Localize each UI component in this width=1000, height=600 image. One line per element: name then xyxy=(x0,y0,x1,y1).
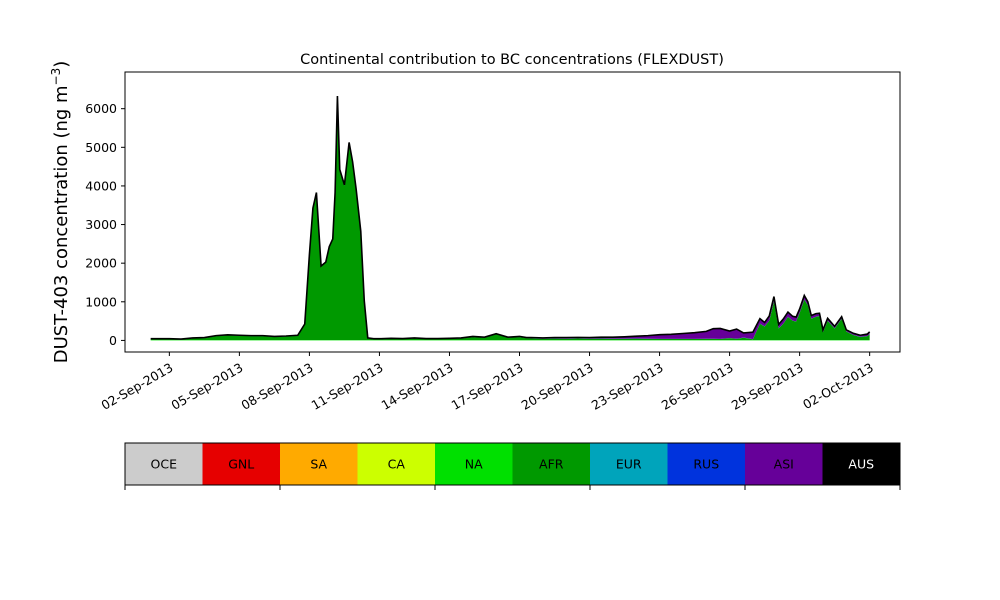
colorbar-swatch-na xyxy=(435,443,513,485)
axes-frame xyxy=(124,71,901,353)
colorbar-swatch-gnl xyxy=(202,443,281,485)
y-tick-label: 1000 xyxy=(85,294,117,309)
colorbar-swatch-aus xyxy=(822,443,901,485)
colorbar-frame xyxy=(124,442,901,486)
x-tick-label: 11-Sep-2013 xyxy=(309,360,386,413)
x-tick-label: 29-Sep-2013 xyxy=(729,360,806,413)
x-tick-label: 20-Sep-2013 xyxy=(519,360,596,413)
colorbar-label: AUS xyxy=(848,457,874,472)
y-tick-label: 6000 xyxy=(85,101,117,116)
chart-title: Continental contribution to BC concentra… xyxy=(300,52,724,68)
area-asi xyxy=(150,96,870,340)
area-eur xyxy=(150,96,870,340)
colorbar-swatch-sa xyxy=(280,443,358,485)
colorbar-label: GNL xyxy=(228,457,254,472)
colorbar-label: NA xyxy=(465,457,483,472)
area-rus xyxy=(150,96,870,340)
total-outline xyxy=(150,96,871,340)
colorbar-swatch-oce xyxy=(125,443,203,485)
colorbar-label: CA xyxy=(388,457,406,472)
y-tick-label: 4000 xyxy=(85,178,117,193)
area-afr xyxy=(150,96,870,341)
x-tick-label: 05-Sep-2013 xyxy=(169,360,246,413)
x-tick-label: 17-Sep-2013 xyxy=(449,360,526,413)
y-axis-label: DUST-403 concentration (ng m−3) xyxy=(49,61,72,364)
x-tick-label: 26-Sep-2013 xyxy=(659,360,736,413)
colorbar-swatch-ca xyxy=(357,443,436,485)
colorbar-swatch-afr xyxy=(512,443,591,485)
colorbar-swatch-asi xyxy=(745,443,823,485)
x-tick-label: 23-Sep-2013 xyxy=(589,360,666,413)
colorbar-label: AFR xyxy=(539,457,564,472)
colorbar-label: EUR xyxy=(616,457,642,472)
x-tick-label: 02-Sep-2013 xyxy=(98,360,175,413)
colorbar: OCE GNL SA CA NA AFR EUR RUS ASI AUS xyxy=(124,442,901,490)
area-aus xyxy=(150,96,870,340)
colorbar-label: OCE xyxy=(151,457,178,472)
colorbar-swatch-eur xyxy=(590,443,668,485)
colorbar-label: SA xyxy=(310,457,327,472)
x-tick-label: 02-Oct-2013 xyxy=(800,360,876,412)
x-tick-label: 14-Sep-2013 xyxy=(379,360,456,413)
y-tick-label: 0 xyxy=(109,333,117,348)
y-tick-label: 5000 xyxy=(85,140,117,155)
colorbar-label: RUS xyxy=(693,457,719,472)
plot-area: 0 1000 2000 3000 4000 5000 6000 02-Sep-201305-S… xyxy=(85,71,901,413)
x-tick-label: 08-Sep-2013 xyxy=(239,360,316,413)
y-tick-label: 2000 xyxy=(85,256,117,271)
colorbar-swatch-rus xyxy=(667,443,746,485)
y-tick-label: 3000 xyxy=(85,217,117,232)
colorbar-label: ASI xyxy=(774,457,794,472)
